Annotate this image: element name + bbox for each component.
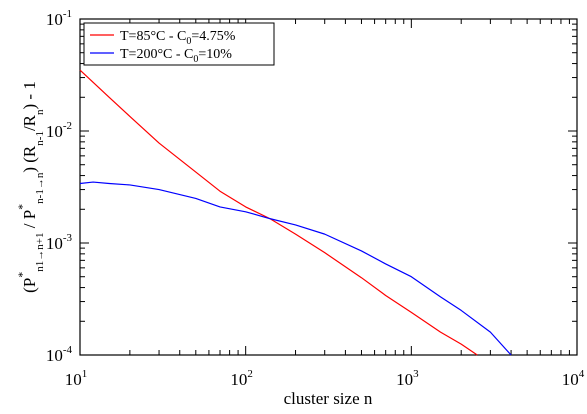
y-axis-title: (P*n1→n+1 / P*n-1→n) (Rn-1/Rn) - 1 [15,81,46,293]
series-lines [79,69,512,356]
y-tick-label: 10-3 [46,232,73,253]
legend: T=85°C - C0=4.75% T=200°C - C0=10% [83,22,275,66]
y-tick-label: 10-1 [46,8,72,29]
legend-box [83,22,275,66]
series-line-blue [79,181,512,356]
y-tick-label: 10-4 [46,344,73,365]
legend-label-blue: T=200°C - C0=10% [120,47,232,65]
tick-labels: 101 102 103 104 10-4 10-3 10-2 10-1 [46,8,585,389]
x-tick-label: 101 [65,368,88,389]
series-line-red [79,69,478,356]
x-tick-label: 103 [396,368,419,389]
y-tick-label: 10-2 [46,120,72,141]
plot-area [79,18,578,356]
x-tick-label: 102 [230,368,253,389]
ticks [79,19,577,356]
x-axis-title: cluster size n [284,389,373,408]
x-tick-label: 104 [562,368,585,389]
legend-label-red: T=85°C - C0=4.75% [120,29,236,47]
